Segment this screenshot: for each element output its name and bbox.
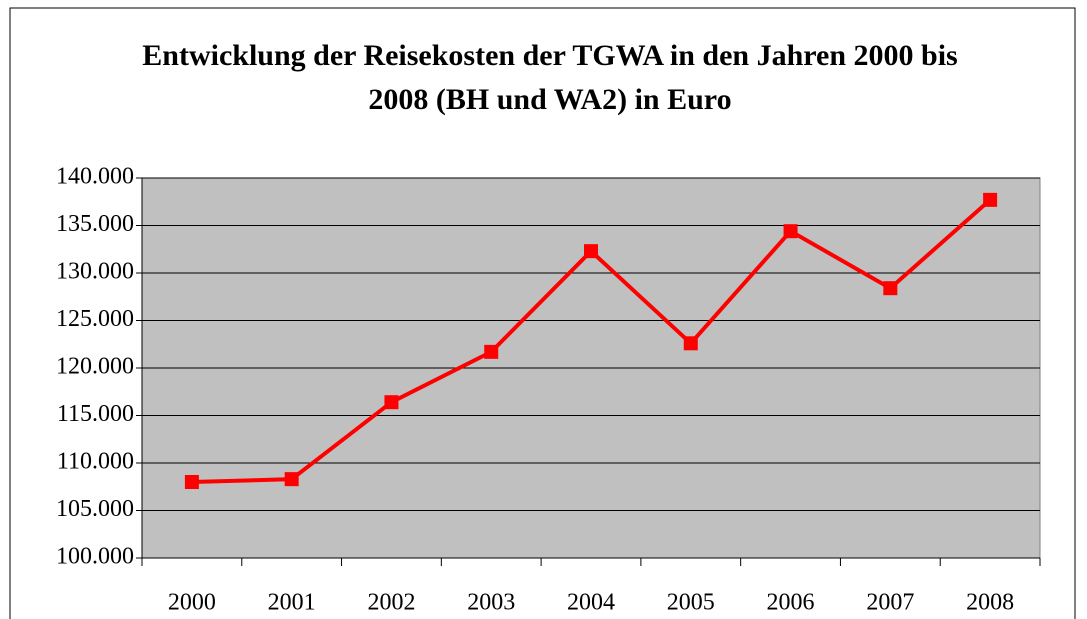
y-tick-label: 140.000 bbox=[56, 164, 134, 190]
chart-title: Entwicklung der Reisekosten der TGWA in … bbox=[142, 39, 958, 116]
y-tick-label: 135.000 bbox=[56, 211, 134, 237]
marker bbox=[384, 395, 399, 410]
x-tick-label: 2008 bbox=[966, 590, 1014, 616]
x-tick-label: 2001 bbox=[268, 590, 316, 616]
y-tick-label: 130.000 bbox=[56, 259, 134, 285]
y-tick-label: 100.000 bbox=[56, 544, 134, 570]
marker bbox=[983, 192, 998, 207]
marker bbox=[783, 224, 798, 239]
x-tick-label: 2000 bbox=[168, 590, 216, 616]
x-tick-label: 2003 bbox=[467, 590, 515, 616]
x-tick-label: 2002 bbox=[367, 590, 415, 616]
chart-border bbox=[9, 7, 1076, 619]
marker bbox=[484, 344, 499, 359]
x-tick-label: 2007 bbox=[866, 590, 914, 616]
y-tick-label: 120.000 bbox=[56, 354, 134, 380]
y-tick-label: 125.000 bbox=[56, 306, 134, 332]
y-tick-label: 105.000 bbox=[56, 496, 134, 522]
marker bbox=[584, 244, 598, 259]
x-tick-label: 2006 bbox=[767, 590, 815, 616]
y-tick-label: 110.000 bbox=[57, 449, 134, 475]
marker bbox=[683, 336, 698, 351]
marker bbox=[284, 472, 299, 487]
marker bbox=[883, 281, 898, 296]
x-tick-label: 2005 bbox=[667, 590, 715, 616]
marker bbox=[184, 475, 199, 489]
x-tick-label: 2004 bbox=[567, 590, 615, 616]
y-tick-label: 115.000 bbox=[57, 401, 134, 427]
